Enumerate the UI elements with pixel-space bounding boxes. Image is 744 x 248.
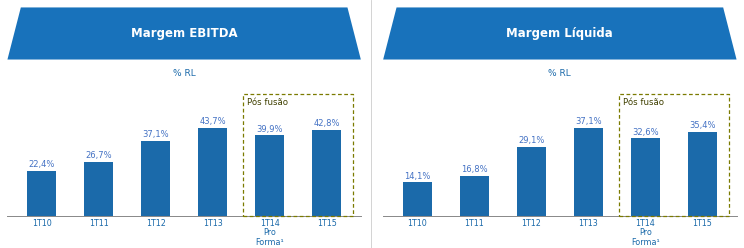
Bar bbox=[255, 135, 284, 216]
Text: 22,4%: 22,4% bbox=[28, 160, 55, 169]
Bar bbox=[688, 132, 716, 216]
Bar bbox=[460, 176, 489, 216]
Text: Margem Líquida: Margem Líquida bbox=[507, 27, 613, 40]
Text: 37,1%: 37,1% bbox=[142, 130, 169, 139]
Bar bbox=[574, 128, 603, 216]
Text: Pós fusão: Pós fusão bbox=[248, 98, 289, 107]
Bar bbox=[619, 94, 728, 216]
Bar bbox=[403, 182, 432, 216]
Bar bbox=[312, 129, 341, 216]
Bar bbox=[631, 138, 660, 216]
Text: 32,6%: 32,6% bbox=[632, 128, 658, 137]
Text: % RL: % RL bbox=[173, 69, 196, 78]
Text: 26,7%: 26,7% bbox=[86, 151, 112, 160]
Text: % RL: % RL bbox=[548, 69, 571, 78]
Text: Pós fusão: Pós fusão bbox=[623, 98, 664, 107]
Text: 37,1%: 37,1% bbox=[575, 117, 602, 126]
Bar bbox=[517, 147, 545, 216]
Text: 42,8%: 42,8% bbox=[313, 119, 340, 128]
Text: 14,1%: 14,1% bbox=[404, 172, 431, 181]
Text: 29,1%: 29,1% bbox=[518, 136, 545, 145]
Text: Margem EBITDA: Margem EBITDA bbox=[131, 27, 237, 40]
Bar bbox=[84, 162, 113, 216]
Bar bbox=[199, 128, 227, 216]
Bar bbox=[28, 171, 56, 216]
Text: 16,8%: 16,8% bbox=[461, 165, 487, 174]
Text: 43,7%: 43,7% bbox=[199, 117, 226, 126]
Bar bbox=[243, 94, 353, 216]
Text: 39,9%: 39,9% bbox=[257, 124, 283, 134]
Bar bbox=[141, 141, 170, 216]
Text: 35,4%: 35,4% bbox=[689, 121, 716, 130]
